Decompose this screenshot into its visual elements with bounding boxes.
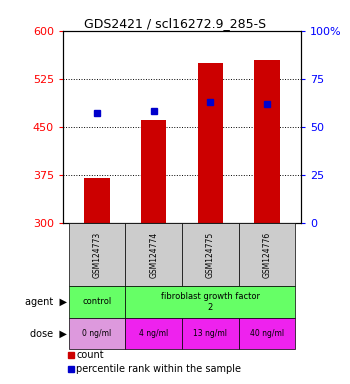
Bar (182, 223, 239, 286)
Text: GDS2421 / scl16272.9_285-S: GDS2421 / scl16272.9_285-S (84, 17, 266, 30)
Text: GSM124773: GSM124773 (92, 231, 102, 278)
Bar (239, 223, 295, 286)
Text: fibroblast growth factor
2: fibroblast growth factor 2 (161, 292, 260, 311)
Bar (182, 318, 239, 349)
Text: 0 ng/ml: 0 ng/ml (82, 329, 112, 338)
Bar (125, 223, 182, 286)
Bar (125, 318, 182, 349)
Bar (198, 63, 223, 223)
Bar (239, 318, 295, 349)
Text: GSM124775: GSM124775 (206, 231, 215, 278)
Text: GSM124774: GSM124774 (149, 231, 158, 278)
Bar (125, 286, 295, 318)
Text: percentile rank within the sample: percentile rank within the sample (76, 364, 242, 374)
Text: dose  ▶: dose ▶ (30, 328, 67, 338)
Text: GSM124776: GSM124776 (262, 231, 272, 278)
Bar (141, 120, 166, 223)
Text: count: count (76, 350, 104, 360)
Text: 4 ng/ml: 4 ng/ml (139, 329, 168, 338)
Bar (254, 60, 280, 223)
Text: control: control (82, 297, 112, 306)
Text: 13 ng/ml: 13 ng/ml (193, 329, 228, 338)
Bar (69, 318, 125, 349)
Text: 40 ng/ml: 40 ng/ml (250, 329, 284, 338)
Text: agent  ▶: agent ▶ (25, 297, 67, 307)
Bar (69, 223, 125, 286)
Bar (84, 178, 110, 223)
Bar (69, 286, 125, 318)
